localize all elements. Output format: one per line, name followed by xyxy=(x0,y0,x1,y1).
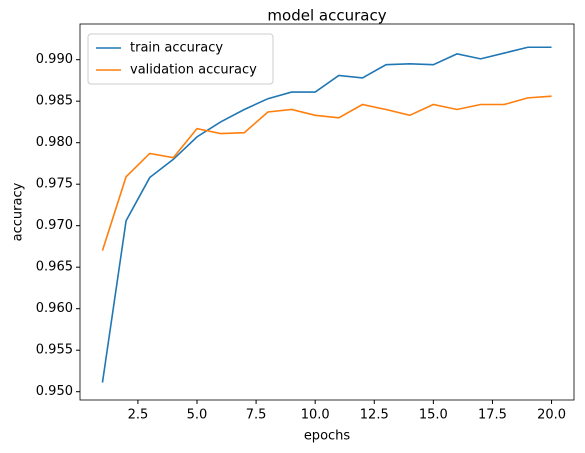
y-tick-label: 0.980 xyxy=(36,135,73,150)
x-tick-label: 10.0 xyxy=(301,408,330,423)
y-tick-label: 0.955 xyxy=(36,343,73,358)
x-axis-label: epochs xyxy=(304,429,351,444)
y-tick-label: 0.975 xyxy=(36,177,73,192)
x-tick-label: 20.0 xyxy=(537,408,566,423)
x-tick-label: 15.0 xyxy=(419,408,448,423)
chart-title: model accuracy xyxy=(267,7,386,25)
legend-box xyxy=(87,33,274,85)
x-tick-label: 2.5 xyxy=(128,408,149,423)
y-tick-label: 0.950 xyxy=(36,384,73,399)
data-line xyxy=(101,95,552,251)
x-tick-label: 5.0 xyxy=(187,408,208,423)
plot-frame xyxy=(79,23,575,401)
data-line xyxy=(101,46,552,383)
legend-label: validation accuracy xyxy=(130,63,257,78)
y-tick-label: 0.985 xyxy=(36,94,73,109)
x-tick-label: 12.5 xyxy=(360,408,389,423)
x-tick-label: 17.5 xyxy=(478,408,507,423)
legend-label: train accuracy xyxy=(130,41,223,56)
y-tick-label: 0.965 xyxy=(36,260,73,275)
y-axis-label: accuracy xyxy=(11,182,26,241)
y-tick-label: 0.960 xyxy=(36,301,73,316)
y-tick-label: 0.990 xyxy=(36,52,73,67)
x-tick-label: 7.5 xyxy=(246,408,267,423)
y-tick-label: 0.970 xyxy=(36,218,73,233)
